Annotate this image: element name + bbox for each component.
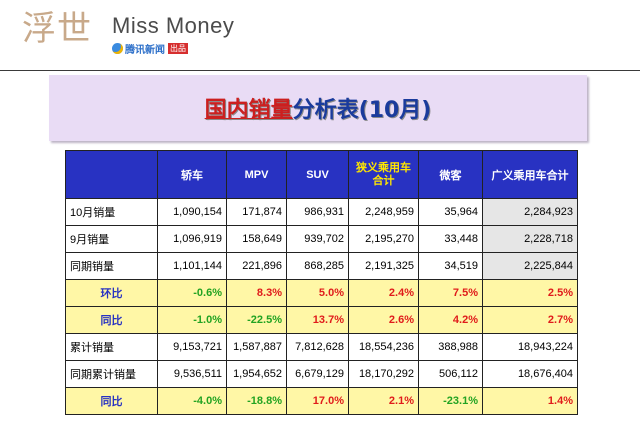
table-cell: 2,195,270: [348, 225, 419, 253]
table-cell: 7,812,628: [286, 333, 349, 361]
table-row: 10月销量 1,090,154 171,874 986,931 2,248,959 35,…: [65, 198, 578, 226]
header-divider: [0, 70, 640, 71]
row-label: 同期销量: [65, 252, 158, 280]
table-cell: 2.7%: [482, 306, 578, 334]
row-label: 10月销量: [65, 198, 158, 226]
table-cell: 18,943,224: [482, 333, 578, 361]
table-row: 同期销量 1,101,144 221,896 868,285 2,191,325 34,5…: [65, 252, 578, 280]
table-cell: -1.0%: [157, 306, 227, 334]
column-header-blank: [65, 150, 158, 199]
table-cell: 33,448: [418, 225, 483, 253]
table-cell: 1,101,144: [157, 252, 227, 280]
brand-logo-miss-money: Miss Money: [112, 13, 235, 38]
table-cell: 868,285: [286, 252, 349, 280]
column-header-minivan: 微客: [418, 150, 483, 199]
table-cell: 4.2%: [418, 306, 483, 334]
table-cell: -0.6%: [157, 279, 227, 307]
title-part-sales: 国内销量: [204, 98, 293, 123]
table-cell: 221,896: [226, 252, 287, 280]
table-cell: -23.1%: [418, 387, 483, 415]
header-bar: 浮世 Miss Money 腾讯新闻 出品: [0, 0, 640, 70]
table-cell: 2,284,923: [482, 198, 578, 226]
title-part-table: 分析表(10月): [292, 98, 432, 123]
table-cell: 2,228,718: [482, 225, 578, 253]
table-cell: -4.0%: [157, 387, 227, 415]
table-cell: 2.4%: [348, 279, 419, 307]
brand-produced-tag: 出品: [168, 43, 188, 54]
column-header-suv: SUV: [286, 150, 349, 199]
column-header-mpv: MPV: [226, 150, 287, 199]
column-header-narrow-total: 狭义乘用车合计: [348, 150, 419, 199]
table-cell: 18,170,292: [348, 360, 419, 388]
table-cell: 17.0%: [286, 387, 349, 415]
table-cell: 2,225,844: [482, 252, 578, 280]
table-cell: 506,112: [418, 360, 483, 388]
brand-sub-line: 腾讯新闻 出品: [112, 41, 188, 56]
row-label: 同期累计销量: [65, 360, 158, 388]
row-label: 同比: [65, 387, 158, 415]
table-cell: 939,702: [286, 225, 349, 253]
table-cell: 1,096,919: [157, 225, 227, 253]
page-title: 国内销量 分析表(10月): [49, 75, 587, 141]
column-header-sedan: 轿车: [157, 150, 227, 199]
table-cell: 2.6%: [348, 306, 419, 334]
row-label: 同比: [65, 306, 158, 334]
table-cell: 2.1%: [348, 387, 419, 415]
table-header-row: 轿车 MPV SUV 狭义乘用车合计 微客 广义乘用车合计: [65, 150, 578, 199]
table-cell: -22.5%: [226, 306, 287, 334]
table-cell: 2,248,959: [348, 198, 419, 226]
table-row: 环比 -0.6% 8.3% 5.0% 2.4% 7.5% 2.5%: [65, 279, 578, 307]
column-header-broad-total: 广义乘用车合计: [482, 150, 578, 199]
table-row: 同期累计销量 9,536,511 1,954,652 6,679,129 18,170,…: [65, 360, 578, 388]
table-cell: 171,874: [226, 198, 287, 226]
tencent-news-icon: [112, 43, 123, 54]
sales-analysis-table: 轿车 MPV SUV 狭义乘用车合计 微客 广义乘用车合计 10月销量 1,090…: [65, 150, 578, 415]
table-cell: 9,536,511: [157, 360, 227, 388]
table-row: 同比 -1.0% -22.5% 13.7% 2.6% 4.2% 2.7%: [65, 306, 578, 334]
row-label: 环比: [65, 279, 158, 307]
table-cell: 1,090,154: [157, 198, 227, 226]
table-cell: 2.5%: [482, 279, 578, 307]
row-label: 累计销量: [65, 333, 158, 361]
table-cell: -18.8%: [226, 387, 287, 415]
table-cell: 5.0%: [286, 279, 349, 307]
table-cell: 158,649: [226, 225, 287, 253]
brand-logo-fushi: 浮世: [22, 9, 92, 49]
table-cell: 7.5%: [418, 279, 483, 307]
table-cell: 18,554,236: [348, 333, 419, 361]
table-cell: 1,587,887: [226, 333, 287, 361]
table-row: 9月销量 1,096,919 158,649 939,702 2,195,270 33,4…: [65, 225, 578, 253]
table-cell: 1.4%: [482, 387, 578, 415]
table-row: 同比 -4.0% -18.8% 17.0% 2.1% -23.1% 1.4%: [65, 387, 578, 415]
row-label: 9月销量: [65, 225, 158, 253]
table-cell: 18,676,404: [482, 360, 578, 388]
brand-tencent-news: 腾讯新闻: [125, 45, 165, 56]
table-cell: 8.3%: [226, 279, 287, 307]
table-cell: 35,964: [418, 198, 483, 226]
table-cell: 388,988: [418, 333, 483, 361]
title-panel: 国内销量 分析表(10月): [49, 75, 587, 141]
table-cell: 13.7%: [286, 306, 349, 334]
table-cell: 9,153,721: [157, 333, 227, 361]
table-cell: 6,679,129: [286, 360, 349, 388]
table-cell: 986,931: [286, 198, 349, 226]
table-cell: 1,954,652: [226, 360, 287, 388]
table-row: 累计销量 9,153,721 1,587,887 7,812,628 18,554,23…: [65, 333, 578, 361]
table-cell: 2,191,325: [348, 252, 419, 280]
table-cell: 34,519: [418, 252, 483, 280]
